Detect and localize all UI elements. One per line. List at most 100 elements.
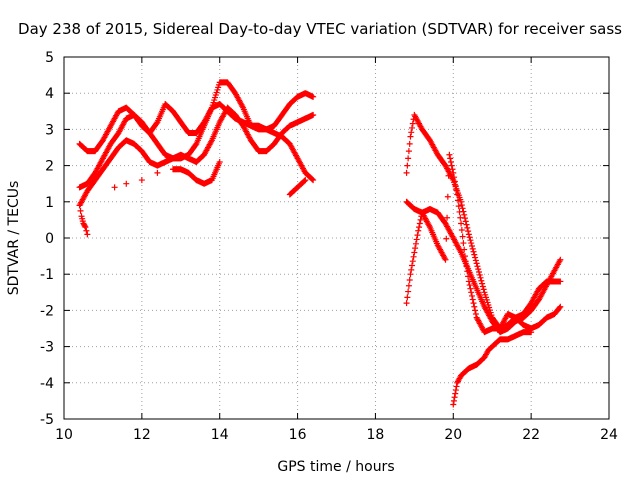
data-point [410, 253, 417, 260]
y-tick-label: -5 [40, 412, 54, 428]
data-point [302, 177, 309, 184]
data-point [458, 198, 465, 205]
data-point [468, 242, 475, 249]
data-point [476, 271, 483, 278]
data-point [475, 266, 482, 273]
data-point [463, 263, 470, 270]
data-point [409, 262, 416, 269]
data-point [447, 155, 454, 162]
data-point [154, 169, 161, 176]
data-point [403, 169, 410, 176]
data-point [472, 257, 479, 264]
data-point [412, 245, 419, 252]
data-point [471, 303, 478, 310]
data-point [446, 151, 453, 158]
data-point [409, 258, 416, 265]
data-point [310, 111, 317, 118]
data-point [417, 216, 424, 223]
grid-lines [64, 57, 609, 419]
data-point [472, 311, 479, 318]
data-point [528, 329, 535, 336]
data-point [447, 158, 454, 165]
data-point [453, 187, 460, 194]
data-point [459, 233, 466, 240]
chart-title: Day 238 of 2015, Sidereal Day-to-day VTE… [18, 20, 622, 38]
data-point [479, 283, 486, 290]
data-point [468, 240, 475, 247]
x-tick-label: 14 [211, 427, 229, 443]
data-point [404, 162, 411, 169]
y-tick-label: 0 [45, 231, 54, 247]
data-point [469, 245, 476, 252]
data-point [456, 208, 463, 215]
y-tick-label: 3 [45, 122, 54, 138]
data-point [472, 254, 479, 261]
x-tick-label: 18 [367, 427, 385, 443]
data-point [450, 401, 457, 408]
series-track-6 [403, 198, 564, 336]
data-point [416, 224, 423, 231]
data-point [452, 387, 459, 394]
data-point [557, 303, 564, 310]
data-point [556, 304, 563, 311]
data-point [472, 307, 479, 314]
data-point [444, 214, 451, 221]
data-point [461, 246, 468, 253]
data-point [411, 249, 418, 256]
data-point [461, 211, 468, 218]
y-tick-label: -2 [40, 303, 54, 319]
data-point [466, 282, 473, 289]
data-point [442, 256, 449, 263]
data-point [478, 277, 485, 284]
x-tick-label: 24 [600, 427, 618, 443]
data-point [473, 260, 480, 267]
data-point [83, 227, 90, 234]
data-point [415, 227, 422, 234]
data-point [445, 172, 452, 179]
data-point [310, 93, 317, 100]
data-point [444, 193, 451, 200]
x-tick-label: 22 [522, 427, 540, 443]
data-point [469, 296, 476, 303]
data-point [405, 155, 412, 162]
data-point [404, 294, 411, 301]
data-point [465, 231, 472, 238]
data-point [443, 235, 450, 242]
data-point [77, 207, 84, 214]
data-point [466, 234, 473, 241]
series-track-2 [76, 79, 317, 191]
y-tick-label: 5 [45, 50, 54, 66]
data-point [479, 280, 486, 287]
data-point [467, 237, 474, 244]
data-point [405, 288, 412, 295]
data-point [408, 266, 415, 273]
x-tick-label: 10 [55, 427, 73, 443]
data-point [557, 278, 564, 285]
data-point [111, 184, 118, 191]
x-tick-label: 20 [444, 427, 462, 443]
data-point [76, 202, 83, 209]
data-point [464, 224, 471, 231]
data-point [462, 258, 469, 265]
series-track-8 [450, 329, 535, 408]
x-axis-label: GPS time / hours [277, 459, 394, 475]
data-point [453, 383, 460, 390]
data-point [459, 205, 466, 212]
plot-frame [63, 56, 610, 420]
data-point [451, 174, 458, 181]
data-point [470, 248, 477, 255]
data-point [458, 202, 465, 209]
data-point [216, 158, 223, 165]
data-point [407, 133, 414, 140]
data-point [416, 220, 423, 227]
data-point [462, 218, 469, 225]
data-point [455, 203, 462, 210]
data-point [464, 268, 471, 275]
data-point [480, 286, 487, 293]
data-point [452, 182, 459, 189]
data-point [82, 224, 89, 231]
data-point [413, 236, 420, 243]
x-tick-label: 16 [289, 427, 307, 443]
